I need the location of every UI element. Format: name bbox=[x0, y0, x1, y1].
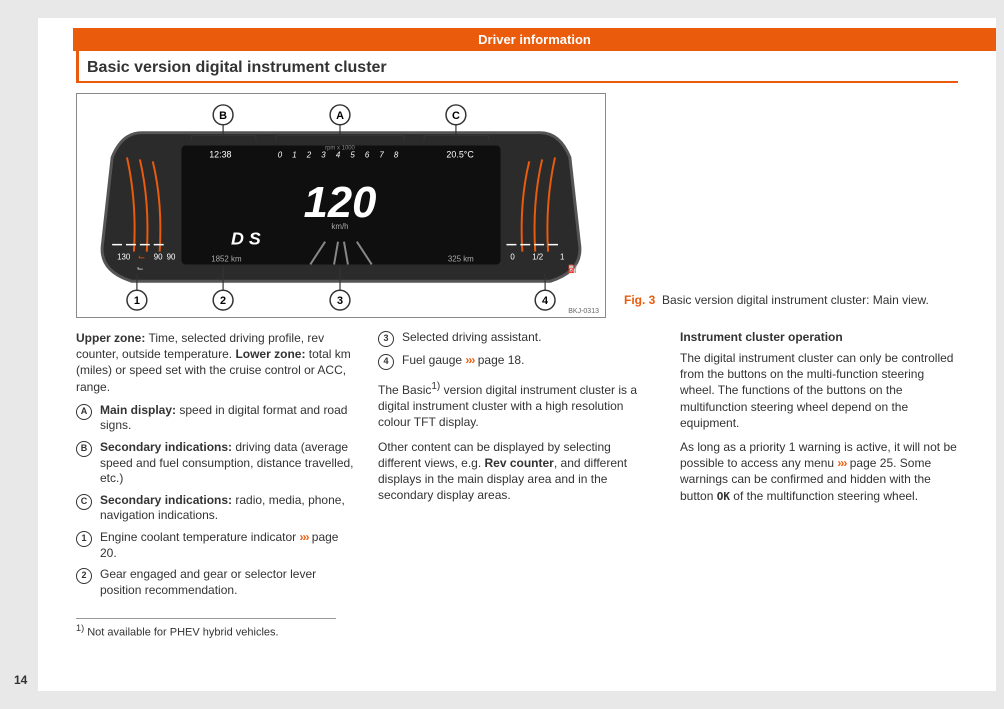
svg-text:B: B bbox=[219, 110, 227, 122]
ok-button-label: OK bbox=[717, 490, 730, 503]
column-3: Instrument cluster operation The digital… bbox=[680, 330, 958, 604]
callout-item-1: 1 Engine coolant temperature indicator ›… bbox=[76, 530, 354, 561]
svg-text:1852 km: 1852 km bbox=[211, 254, 242, 263]
callout-item-4: 4 Fuel gauge ››› page 18. bbox=[378, 353, 656, 370]
svg-text:km/h: km/h bbox=[331, 222, 348, 231]
section-title: Basic version digital instrument cluster bbox=[76, 51, 958, 83]
footnote: 1) Not available for PHEV hybrid vehicle… bbox=[76, 618, 336, 639]
callout-marker: A bbox=[76, 404, 92, 420]
svg-text:0 1 2 3 4 5 6 7 8: 0 1 2 3 4 5 6 7 8 bbox=[278, 150, 403, 159]
manual-page: Driver information Basic version digital… bbox=[38, 18, 996, 691]
callout-item-c: C Secondary indications: radio, media, p… bbox=[76, 493, 354, 524]
svg-text:20.5°C: 20.5°C bbox=[446, 149, 474, 159]
callout-marker: 4 bbox=[378, 354, 394, 370]
svg-text:0: 0 bbox=[510, 252, 515, 261]
cluster-time: 12:38 bbox=[209, 149, 231, 159]
svg-text:D S: D S bbox=[231, 229, 261, 249]
svg-text:2: 2 bbox=[220, 295, 226, 307]
figure-caption: Fig. 3 Basic version digital instrument … bbox=[624, 292, 958, 318]
callout-marker: B bbox=[76, 441, 92, 457]
callout-item-b: B Secondary indications: driving data (a… bbox=[76, 440, 354, 487]
svg-text:90: 90 bbox=[167, 252, 176, 261]
page-number: 14 bbox=[14, 673, 27, 687]
svg-text:90: 90 bbox=[154, 252, 163, 261]
svg-text:3: 3 bbox=[337, 295, 343, 307]
column-1: Upper zone: Time, selected driving profi… bbox=[76, 330, 354, 604]
zone-description: Upper zone: Time, selected driving profi… bbox=[76, 330, 354, 395]
callout-item-3: 3 Selected driving assistant. bbox=[378, 330, 656, 347]
callout-marker: 3 bbox=[378, 331, 394, 347]
callout-marker: 1 bbox=[76, 531, 92, 547]
instrument-cluster-diagram: 12:38 rpm x 1000 0 1 2 3 4 5 6 7 8 20.5°… bbox=[81, 98, 601, 313]
subheading: Instrument cluster operation bbox=[680, 330, 958, 344]
column-2: 3 Selected driving assistant. 4 Fuel gau… bbox=[378, 330, 656, 604]
figure-number: Fig. 3 bbox=[624, 293, 655, 307]
callout-marker: 2 bbox=[76, 568, 92, 584]
svg-text:4: 4 bbox=[542, 295, 548, 307]
svg-text:1/2: 1/2 bbox=[532, 252, 543, 261]
svg-text:⌙: ⌙ bbox=[137, 263, 144, 272]
svg-text:⛽: ⛽ bbox=[568, 263, 578, 273]
operation-paragraph: As long as a priority 1 warning is activ… bbox=[680, 439, 958, 504]
footnote-ref: 1) bbox=[431, 381, 440, 392]
operation-paragraph: The digital instrument cluster can only … bbox=[680, 350, 958, 431]
svg-text:A: A bbox=[336, 110, 344, 122]
svg-text:1: 1 bbox=[134, 295, 140, 307]
image-code: BKJ-0313 bbox=[566, 308, 601, 315]
callout-item-a: A Main display: speed in digital format … bbox=[76, 403, 354, 434]
svg-text:C: C bbox=[452, 110, 460, 122]
description-paragraph: Other content can be displayed by select… bbox=[378, 439, 656, 504]
svg-text:1: 1 bbox=[560, 252, 565, 261]
callout-marker: C bbox=[76, 494, 92, 510]
chapter-header: Driver information bbox=[73, 28, 996, 51]
callout-item-2: 2 Gear engaged and gear or selector leve… bbox=[76, 567, 354, 598]
text-columns: Upper zone: Time, selected driving profi… bbox=[76, 330, 958, 604]
figure-image: 12:38 rpm x 1000 0 1 2 3 4 5 6 7 8 20.5°… bbox=[76, 93, 606, 318]
figure-region: 12:38 rpm x 1000 0 1 2 3 4 5 6 7 8 20.5°… bbox=[76, 93, 958, 318]
description-paragraph: The Basic1) version digital instrument c… bbox=[378, 380, 656, 431]
svg-text:⌙: ⌙ bbox=[138, 251, 145, 261]
figure-caption-text: Basic version digital instrument cluster… bbox=[662, 293, 929, 307]
svg-text:325 km: 325 km bbox=[448, 254, 474, 263]
svg-text:130: 130 bbox=[117, 252, 131, 261]
svg-text:120: 120 bbox=[304, 179, 377, 227]
